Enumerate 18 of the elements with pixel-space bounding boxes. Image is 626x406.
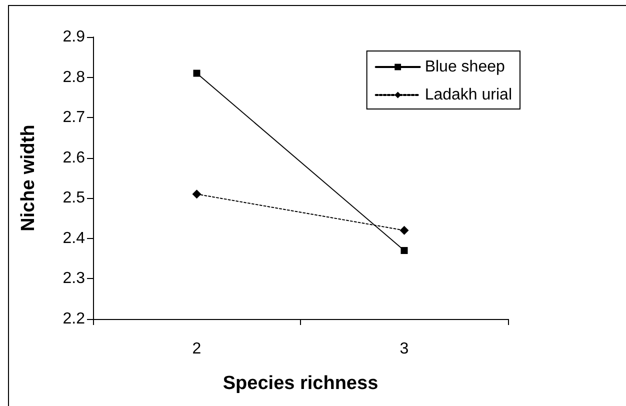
legend-label: Blue sheep (424, 58, 505, 76)
y-axis-title: Niche width (18, 124, 39, 232)
point (400, 247, 408, 254)
x-tick-label: 2 (192, 340, 202, 358)
y-tick-label: 2.7 (62, 109, 86, 126)
point (193, 70, 200, 77)
y-tick-label: 2.5 (62, 190, 86, 207)
y-tick-label: 2.6 (62, 149, 86, 166)
x-tick-label: 3 (400, 340, 409, 358)
y-tick-label: 2.3 (62, 270, 86, 288)
legend-label: Ladakh urial (424, 86, 512, 104)
point (192, 190, 202, 199)
y-tick-label: 2.9 (62, 28, 86, 46)
y-tick-label: 2.8 (62, 68, 86, 86)
y-tick-label: 2.2 (62, 310, 86, 328)
x-axis-title: Species richness (222, 373, 378, 394)
y-tick-label: 2.4 (62, 230, 86, 247)
point (400, 226, 409, 235)
